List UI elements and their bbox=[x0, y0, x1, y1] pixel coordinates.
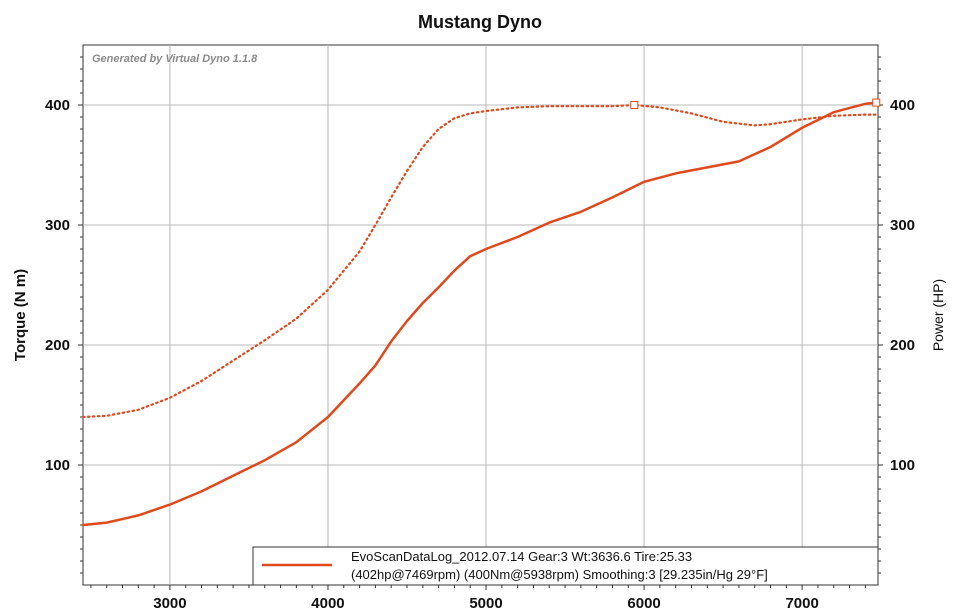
y-axis-right-label: Power (HP) bbox=[930, 279, 946, 351]
torque-series-line bbox=[81, 103, 878, 419]
grid-lines bbox=[83, 45, 878, 585]
peak-marker bbox=[872, 98, 881, 107]
y-tick-label-left: 100 bbox=[45, 457, 70, 474]
power-series-line bbox=[81, 101, 878, 527]
legend-line2: (402hp@7469rpm) (400Nm@5938rpm) Smoothin… bbox=[351, 567, 768, 582]
watermark: Generated by Virtual Dyno 1.1.8 bbox=[92, 53, 258, 65]
x-tick-label: 6000 bbox=[627, 595, 660, 612]
y-tick-label-right: 200 bbox=[890, 337, 915, 354]
y-tick-label-right: 100 bbox=[890, 457, 915, 474]
legend-box bbox=[252, 546, 879, 586]
y-tick-label-left: 400 bbox=[45, 97, 70, 114]
y-tick-label-right: 300 bbox=[890, 217, 915, 234]
y-axis-left-label: Torque (N m) bbox=[12, 269, 29, 361]
axis-ticks: 3000 4000 5000 6000 7000 100 100 200 200 300 300 40… bbox=[45, 56, 915, 612]
y-tick-label-right: 400 bbox=[890, 97, 915, 114]
peak-markers bbox=[630, 98, 881, 109]
legend: EvoScanDataLog_2012.07.14 Gear:3 Wt:3636… bbox=[252, 546, 879, 586]
chart-title: Mustang Dyno bbox=[418, 12, 542, 32]
x-tick-label: 5000 bbox=[469, 595, 502, 612]
y-tick-label-left: 200 bbox=[45, 337, 70, 354]
series-layer bbox=[81, 101, 878, 527]
legend-line1: EvoScanDataLog_2012.07.14 Gear:3 Wt:3636… bbox=[351, 549, 692, 564]
y-tick-label-left: 300 bbox=[45, 217, 70, 234]
x-tick-label: 4000 bbox=[311, 595, 344, 612]
plot-area bbox=[82, 44, 879, 586]
x-tick-label: 3000 bbox=[153, 595, 186, 612]
peak-marker bbox=[630, 101, 639, 109]
x-tick-label: 7000 bbox=[785, 595, 818, 612]
